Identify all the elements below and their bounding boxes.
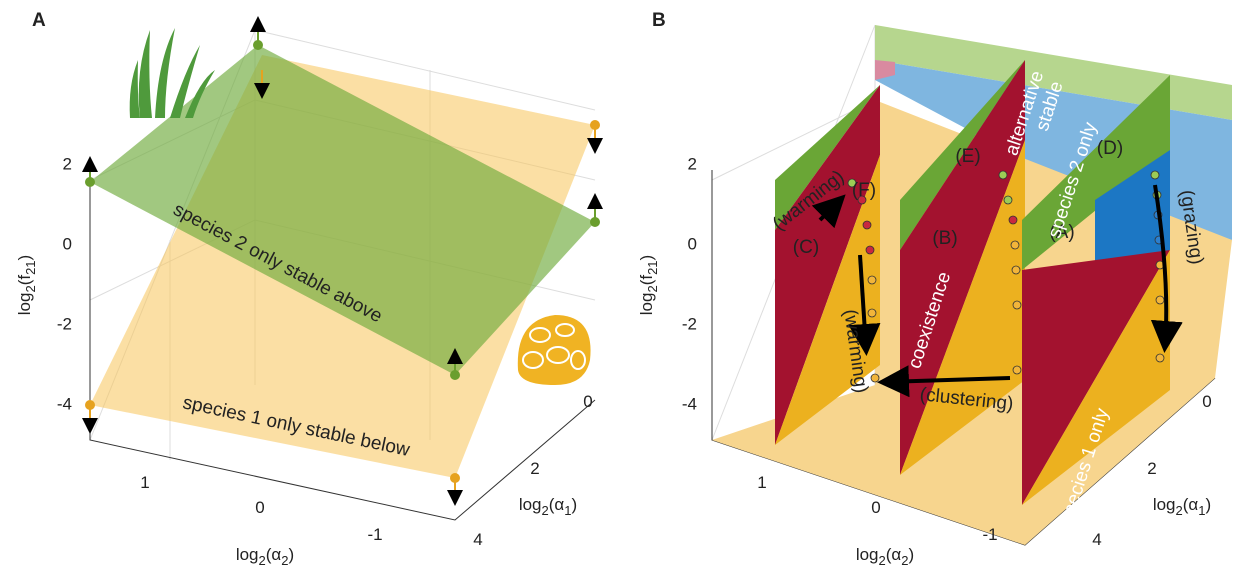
y-label: log2(f21) bbox=[15, 255, 38, 315]
t: ) bbox=[15, 255, 34, 261]
t: ) bbox=[908, 545, 914, 564]
panel-b: B 2 0 -2 -4 1 0 -1 0 2 4 log2(f21) log2(… bbox=[637, 10, 1232, 568]
x-label: log2(α2) bbox=[236, 545, 294, 568]
x-tick-label: 1 bbox=[757, 473, 766, 492]
z-tick-label: 4 bbox=[473, 530, 482, 549]
y-tick-label: -2 bbox=[682, 314, 697, 333]
t: (f bbox=[15, 275, 34, 286]
x-tick-label: -1 bbox=[982, 525, 997, 544]
z-tick-label: 0 bbox=[583, 392, 592, 411]
t: log bbox=[519, 495, 542, 514]
t: (f bbox=[637, 275, 656, 286]
t: 21 bbox=[23, 260, 38, 274]
t: 2 bbox=[281, 553, 288, 568]
rock-icon bbox=[518, 315, 591, 385]
annotation: (B) bbox=[932, 228, 957, 249]
t: 2 bbox=[901, 553, 908, 568]
y-tick-label: -4 bbox=[682, 394, 697, 413]
y-label: log2(f21) bbox=[637, 255, 660, 315]
x-tick-label: 0 bbox=[871, 498, 880, 517]
t: 2 bbox=[542, 503, 549, 518]
z-tick-label: 4 bbox=[1092, 530, 1101, 549]
t: 2 bbox=[23, 285, 38, 292]
x-tick-label: -1 bbox=[367, 525, 382, 544]
t: (α bbox=[1183, 495, 1199, 514]
annotation: (F) bbox=[852, 180, 876, 201]
t: log bbox=[1153, 495, 1176, 514]
z-tick-label: 0 bbox=[1202, 392, 1211, 411]
panel-label: A bbox=[32, 10, 46, 31]
y-tick-label: 0 bbox=[63, 234, 72, 253]
panel-a: A 2 0 -2 -4 1 0 -1 0 2 4 log2(f21) log2(… bbox=[15, 10, 599, 568]
t: 2 bbox=[259, 553, 266, 568]
x-tick-label: 0 bbox=[255, 498, 264, 517]
figure: A 2 0 -2 -4 1 0 -1 0 2 4 log2(f21) log2(… bbox=[0, 0, 1251, 577]
y-tick-label: -2 bbox=[57, 314, 72, 333]
t: 2 bbox=[1176, 503, 1183, 518]
t: (α bbox=[266, 545, 282, 564]
t: 21 bbox=[645, 260, 660, 274]
t: (α bbox=[549, 495, 565, 514]
t: 2 bbox=[645, 285, 660, 292]
t: (α bbox=[886, 545, 902, 564]
z-label: log2(α1) bbox=[1153, 495, 1211, 518]
y-tick-label: -4 bbox=[57, 394, 72, 413]
t: log bbox=[236, 545, 259, 564]
y-tick-label: 0 bbox=[688, 234, 697, 253]
x-label: log2(α2) bbox=[856, 545, 914, 568]
y-tick-label: 2 bbox=[688, 154, 697, 173]
panel-label: B bbox=[652, 10, 666, 31]
t: 2 bbox=[879, 553, 886, 568]
t: ) bbox=[571, 495, 577, 514]
y-tick-label: 2 bbox=[63, 154, 72, 173]
t: log bbox=[856, 545, 879, 564]
z-label: log2(α1) bbox=[519, 495, 577, 518]
t: ) bbox=[637, 255, 656, 261]
z-tick-label: 2 bbox=[530, 459, 539, 478]
t: ) bbox=[1205, 495, 1211, 514]
annotation: (C) bbox=[793, 237, 819, 258]
z-tick-label: 2 bbox=[1147, 459, 1156, 478]
x-tick-label: 1 bbox=[140, 473, 149, 492]
t: 1 bbox=[1198, 503, 1205, 518]
annotation: (E) bbox=[955, 146, 980, 167]
t: 1 bbox=[564, 503, 571, 518]
t: log bbox=[15, 293, 34, 316]
t: log bbox=[637, 293, 656, 316]
t: ) bbox=[288, 545, 294, 564]
annotation: (D) bbox=[1097, 138, 1123, 159]
